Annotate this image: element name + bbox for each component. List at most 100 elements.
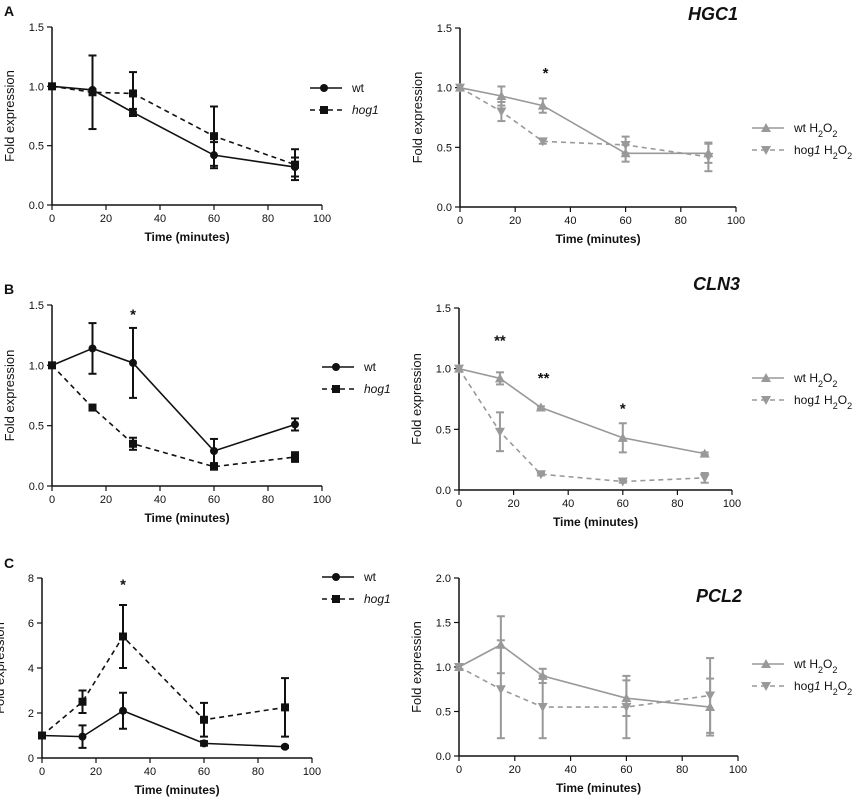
y-tick-label: 0.5 (29, 141, 44, 153)
data-point (617, 477, 628, 487)
series-line (51, 347, 296, 452)
legend-marker (761, 682, 771, 691)
data-point (129, 439, 137, 448)
x-axis-label: Time (minutes) (134, 783, 219, 797)
data-point (210, 132, 218, 141)
series-wt (38, 691, 289, 751)
y-tick-label: 0.5 (29, 421, 44, 433)
y-tick-label: 1.5 (29, 22, 44, 34)
data-point (455, 83, 465, 93)
x-tick-label: 60 (617, 498, 629, 510)
y-axis-label: Fold expression (410, 72, 425, 164)
series-wt (48, 322, 299, 465)
legend-marker (761, 373, 771, 382)
data-point (78, 697, 87, 706)
y-tick-label: 0.0 (436, 485, 451, 497)
data-point (291, 160, 299, 169)
x-tick-label: 100 (313, 494, 331, 506)
legend-item: wt H2O2 (752, 657, 837, 675)
data-point (537, 137, 548, 147)
legend-label: hog1 H2O2 (794, 393, 852, 411)
data-point (617, 432, 628, 442)
data-point (119, 632, 127, 641)
legend-item: hog1 H2O2 (752, 393, 852, 411)
series-line (51, 364, 296, 468)
x-tick-label: 100 (313, 213, 331, 225)
legend-item: wt H2O2 (752, 121, 837, 139)
gene-title: HGC1 (688, 4, 738, 24)
y-tick-label: 1.5 (29, 300, 44, 312)
data-point (703, 152, 714, 162)
panel-label-b: B (4, 281, 14, 297)
significance-marker: * (543, 65, 549, 82)
chart-a-right: 0 20 40 60 80 100 0.0 0.5 1.0 1.5 Time (minutes) Fo… (410, 4, 852, 246)
y-tick-label: 1.0 (29, 81, 44, 93)
x-tick-label: 0 (49, 494, 55, 506)
legend-marker (761, 659, 771, 668)
legend-item: hog1 (322, 382, 391, 396)
data-point (210, 462, 218, 471)
y-tick-label: 0.5 (436, 707, 451, 719)
data-point (454, 364, 464, 374)
legend-marker (761, 396, 771, 405)
data-point (48, 82, 56, 91)
x-tick-label: 20 (509, 764, 521, 776)
data-point (88, 403, 97, 412)
x-tick-label: 20 (507, 498, 519, 510)
significance-marker: * (130, 306, 136, 323)
legend-label: wt H2O2 (793, 121, 837, 139)
y-tick-label: 0 (28, 753, 34, 765)
data-point (200, 715, 208, 724)
series-line (51, 85, 296, 166)
data-point (537, 100, 548, 110)
y-axis-label: Fold expression (2, 70, 17, 162)
x-tick-label: 60 (619, 215, 631, 227)
x-tick-label: 80 (676, 764, 688, 776)
y-tick-label: 0.5 (437, 142, 452, 154)
series-line (51, 85, 296, 168)
x-axis-label: Time (minutes) (144, 511, 229, 525)
data-point (699, 448, 710, 458)
legend-label: wt H2O2 (793, 657, 837, 675)
data-point (48, 361, 56, 370)
data-point (291, 453, 299, 462)
significance-marker: ** (494, 333, 506, 350)
y-tick-label: 0.0 (29, 481, 44, 493)
significance-marker: ** (538, 370, 550, 387)
x-axis-label: Time (minutes) (144, 230, 229, 244)
x-tick-label: 60 (208, 213, 220, 225)
x-tick-label: 40 (144, 766, 156, 778)
legend-item: hog1 H2O2 (752, 679, 852, 697)
x-tick-label: 100 (723, 498, 741, 510)
series-hog1-h2o2 (455, 83, 714, 173)
significance-marker: * (120, 576, 126, 593)
y-tick-label: 6 (28, 618, 34, 630)
series-hog1 (38, 604, 289, 740)
legend-item: hog1 (310, 103, 379, 117)
data-point (537, 703, 548, 713)
gene-title: CLN3 (693, 274, 740, 294)
x-tick-label: 60 (620, 764, 632, 776)
y-tick-label: 2 (28, 708, 34, 720)
legend-item: wt (322, 570, 377, 584)
data-point (495, 685, 506, 695)
x-tick-label: 0 (457, 215, 463, 227)
chart-b-right: 0 20 40 60 80 100 0.0 0.5 1.0 1.5 Time (minutes) Fo… (409, 274, 852, 529)
data-point (494, 427, 505, 437)
data-point (200, 739, 208, 748)
data-point (620, 140, 631, 150)
x-tick-label: 20 (90, 766, 102, 778)
x-tick-label: 20 (509, 215, 521, 227)
data-point (535, 402, 546, 412)
legend-label: wt H2O2 (793, 371, 837, 389)
chart-c-right: 0 20 40 60 80 100 0.0 0.5 1.0 1.5 2.0 Time (minutes… (409, 573, 852, 795)
data-point (129, 358, 137, 367)
series-wt-h2o2 (454, 363, 710, 458)
y-tick-label: 2.0 (436, 573, 451, 585)
legend-marker (761, 123, 771, 132)
legend-label: wt (363, 360, 377, 374)
data-point (494, 373, 505, 383)
series-hog1-h2o2 (454, 364, 710, 487)
x-axis-label: Time (minutes) (556, 781, 641, 795)
x-tick-label: 40 (562, 498, 574, 510)
